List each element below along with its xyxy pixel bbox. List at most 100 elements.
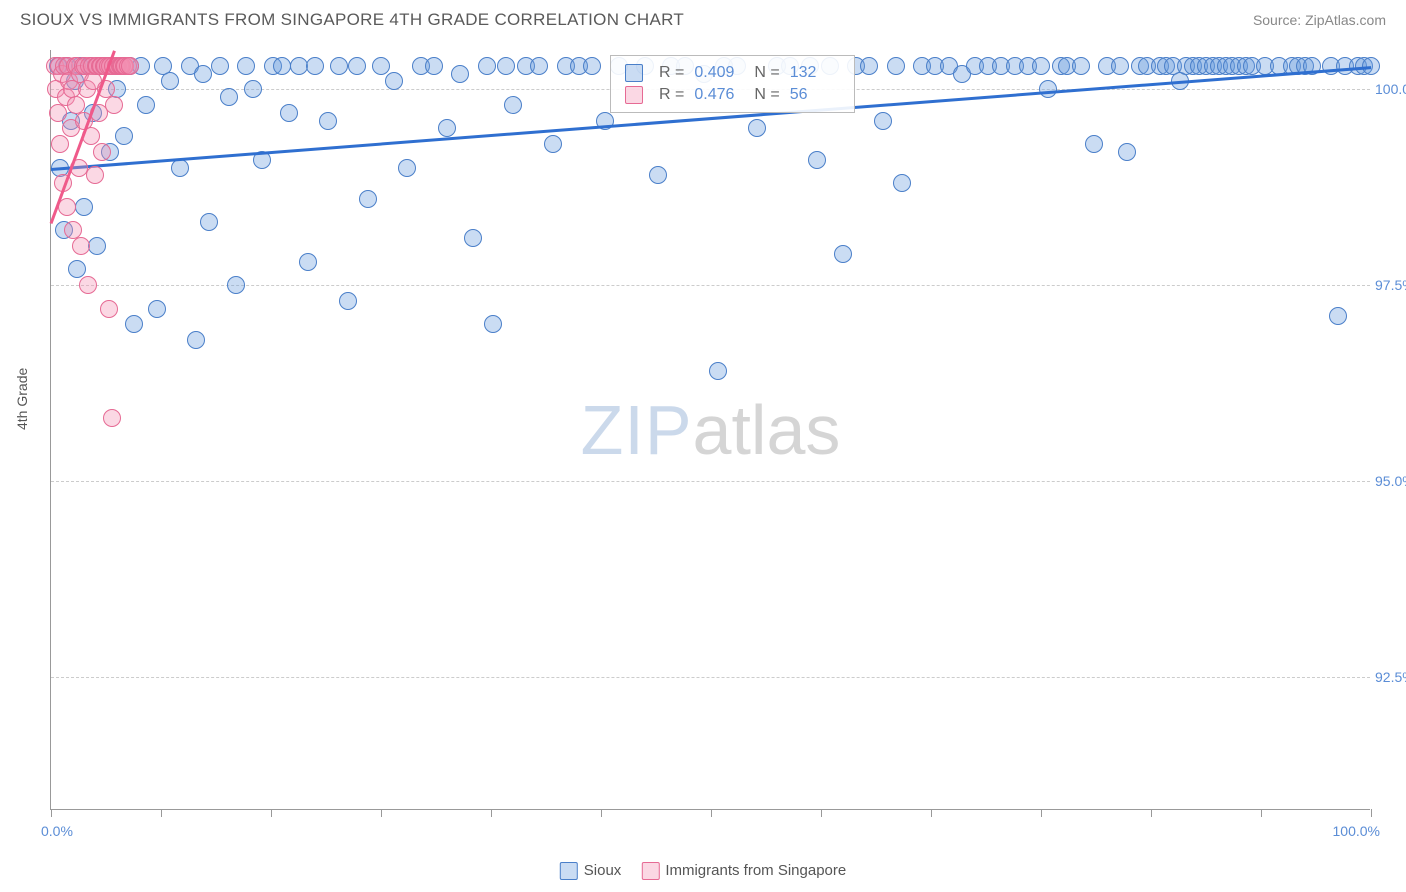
- data-point: [280, 104, 298, 122]
- data-point: [187, 331, 205, 349]
- series1-swatch-icon: [625, 64, 643, 82]
- data-point: [583, 57, 601, 75]
- data-point: [51, 135, 69, 153]
- y-axis-title: 4th Grade: [14, 368, 30, 430]
- y-tick-label: 95.0%: [1375, 473, 1406, 489]
- source-link[interactable]: ZipAtlas.com: [1305, 12, 1386, 28]
- data-point: [834, 245, 852, 263]
- data-point: [709, 362, 727, 380]
- x-axis-max-label: 100.0%: [1333, 823, 1380, 839]
- x-tick: [1371, 809, 1372, 817]
- legend-label: Sioux: [584, 862, 622, 879]
- data-point: [161, 72, 179, 90]
- series2-r-value: 0.476: [694, 86, 744, 104]
- data-point: [425, 57, 443, 75]
- legend-item: Immigrants from Singapore: [641, 862, 846, 880]
- data-point: [121, 57, 139, 75]
- data-point: [478, 57, 496, 75]
- data-point: [244, 80, 262, 98]
- chart-title: SIOUX VS IMMIGRANTS FROM SINGAPORE 4TH G…: [20, 10, 684, 30]
- x-tick: [271, 809, 272, 817]
- data-point: [330, 57, 348, 75]
- x-axis-min-label: 0.0%: [41, 823, 73, 839]
- data-point: [484, 315, 502, 333]
- data-point: [893, 174, 911, 192]
- data-point: [86, 166, 104, 184]
- legend-label: Immigrants from Singapore: [665, 862, 846, 879]
- data-point: [319, 112, 337, 130]
- data-point: [438, 119, 456, 137]
- data-point: [137, 96, 155, 114]
- data-point: [220, 88, 238, 106]
- x-tick: [51, 809, 52, 817]
- data-point: [1032, 57, 1050, 75]
- data-point: [1329, 307, 1347, 325]
- y-tick-label: 92.5%: [1375, 669, 1406, 685]
- data-point: [148, 300, 166, 318]
- data-point: [100, 300, 118, 318]
- x-tick: [1151, 809, 1152, 817]
- x-tick: [821, 809, 822, 817]
- data-point: [874, 112, 892, 130]
- data-point: [860, 57, 878, 75]
- data-point: [125, 315, 143, 333]
- data-point: [372, 57, 390, 75]
- data-point: [200, 213, 218, 231]
- series1-r-value: 0.409: [694, 64, 744, 82]
- watermark-atlas: atlas: [693, 391, 841, 469]
- series1-swatch-icon: [560, 862, 578, 880]
- series2-n-value: 56: [790, 86, 840, 104]
- data-point: [194, 65, 212, 83]
- data-point: [348, 57, 366, 75]
- data-point: [544, 135, 562, 153]
- data-point: [649, 166, 667, 184]
- scatter-chart: ZIPatlas 0.0% 100.0% 92.5%95.0%97.5%100.…: [50, 50, 1370, 810]
- data-point: [79, 276, 97, 294]
- series1-n-value: 132: [790, 64, 840, 82]
- series2-swatch-icon: [625, 86, 643, 104]
- data-point: [451, 65, 469, 83]
- r-label: R =: [659, 86, 684, 104]
- x-tick: [1041, 809, 1042, 817]
- n-label: N =: [754, 64, 779, 82]
- legend-item: Sioux: [560, 862, 622, 880]
- data-point: [273, 57, 291, 75]
- y-tick-label: 97.5%: [1375, 277, 1406, 293]
- data-point: [398, 159, 416, 177]
- data-point: [1085, 135, 1103, 153]
- data-point: [497, 57, 515, 75]
- x-tick: [491, 809, 492, 817]
- stats-row: R = 0.409 N = 132: [625, 62, 840, 84]
- data-point: [530, 57, 548, 75]
- series2-swatch-icon: [641, 862, 659, 880]
- data-point: [808, 151, 826, 169]
- data-point: [1118, 143, 1136, 161]
- data-point: [88, 237, 106, 255]
- data-point: [504, 96, 522, 114]
- data-point: [75, 198, 93, 216]
- source-attribution: Source: ZipAtlas.com: [1253, 12, 1386, 28]
- data-point: [115, 127, 133, 145]
- data-point: [748, 119, 766, 137]
- y-tick-label: 100.0%: [1375, 81, 1406, 97]
- gridline: [51, 677, 1370, 678]
- data-point: [1072, 57, 1090, 75]
- data-point: [72, 237, 90, 255]
- watermark: ZIPatlas: [581, 390, 841, 470]
- data-point: [227, 276, 245, 294]
- x-tick: [601, 809, 602, 817]
- data-point: [103, 409, 121, 427]
- x-tick: [931, 809, 932, 817]
- data-point: [359, 190, 377, 208]
- data-point: [49, 104, 67, 122]
- data-point: [1111, 57, 1129, 75]
- gridline: [51, 481, 1370, 482]
- data-point: [306, 57, 324, 75]
- chart-legend: Sioux Immigrants from Singapore: [560, 862, 846, 880]
- n-label: N =: [754, 86, 779, 104]
- data-point: [1039, 80, 1057, 98]
- stats-row: R = 0.476 N = 56: [625, 84, 840, 106]
- data-point: [211, 57, 229, 75]
- x-tick: [1261, 809, 1262, 817]
- data-point: [464, 229, 482, 247]
